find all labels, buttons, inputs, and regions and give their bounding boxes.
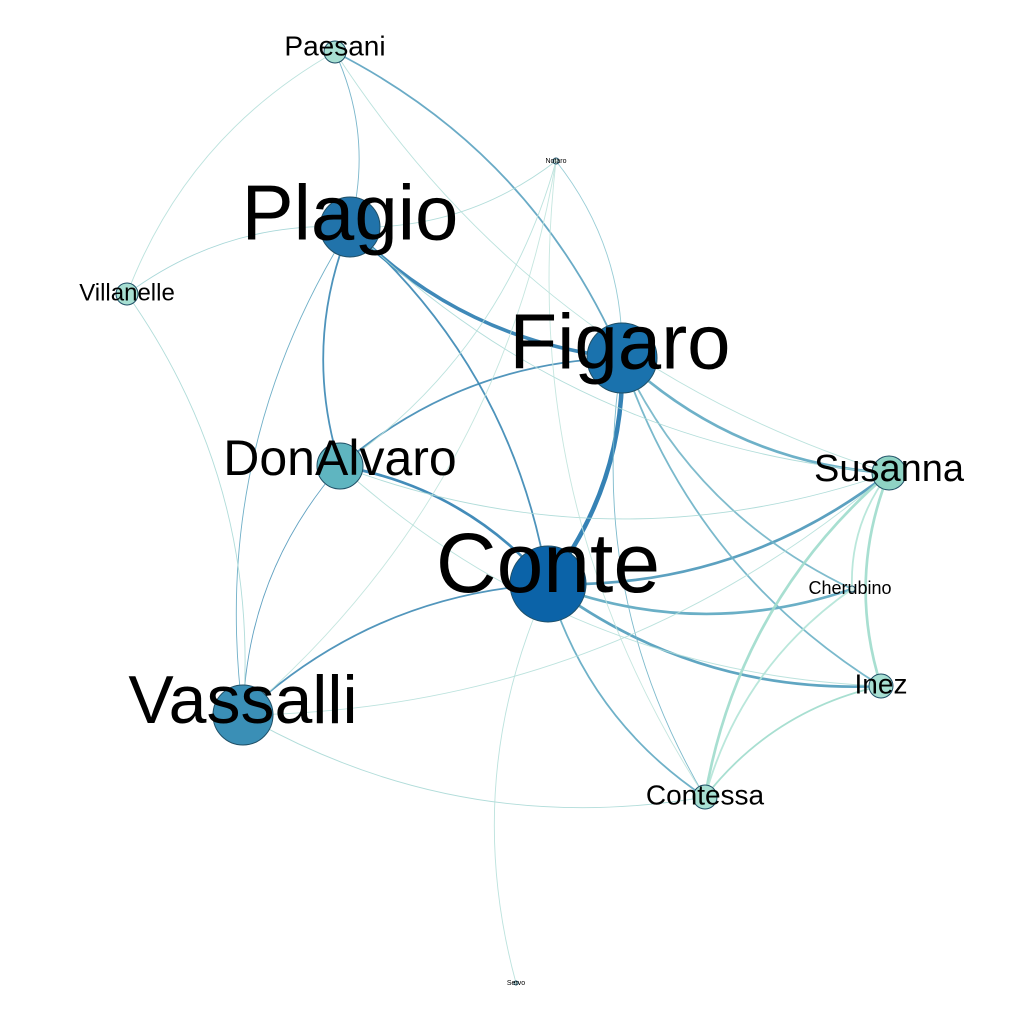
edge-donalvaro-narrator bbox=[339, 160, 557, 467]
edge-conte-servo bbox=[493, 583, 549, 984]
node-narrator[interactable]: Notaro bbox=[545, 157, 567, 165]
edge-plagio-villanelle bbox=[126, 226, 351, 295]
node-figaro[interactable]: Figaro bbox=[509, 298, 731, 394]
edge-figaro-inez bbox=[621, 357, 882, 687]
edge-inez-contessa bbox=[704, 685, 882, 798]
edge-donalvaro-susanna bbox=[339, 465, 890, 520]
node-paesani[interactable]: Paesani bbox=[284, 30, 386, 64]
node-label-servo: Servo bbox=[507, 980, 525, 987]
edge-cherubino-contessa bbox=[704, 588, 853, 798]
edge-susanna-contessa bbox=[703, 471, 890, 798]
edge-donalvaro-inez bbox=[339, 465, 882, 687]
edge-paesani-susanna bbox=[334, 51, 890, 474]
edge-conte-susanna bbox=[547, 471, 890, 586]
node-label-figaro: Figaro bbox=[509, 298, 730, 386]
node-contessa[interactable]: Contessa bbox=[646, 779, 765, 810]
edge-donalvaro-vassalli bbox=[242, 465, 341, 716]
edge-plagio-susanna bbox=[349, 226, 890, 474]
node-label-inez: Inez bbox=[855, 668, 908, 699]
node-circle-narrator[interactable] bbox=[552, 157, 560, 165]
node-servo[interactable]: Servo bbox=[507, 980, 525, 987]
edge-susanna-inez bbox=[864, 472, 891, 687]
node-circle-inez[interactable] bbox=[868, 673, 894, 699]
edge-figaro-cherubino bbox=[621, 357, 853, 590]
edge-vassalli-villanelle bbox=[126, 293, 246, 716]
node-label-cherubino: Cherubino bbox=[808, 578, 891, 598]
edge-narrator-contessa bbox=[548, 160, 706, 798]
node-plagio[interactable]: Plagio bbox=[242, 169, 459, 258]
node-label-villanelle: Villanelle bbox=[79, 279, 175, 306]
node-circle-contessa[interactable] bbox=[692, 784, 718, 810]
node-circle-vassalli[interactable] bbox=[212, 684, 274, 746]
edge-figaro-paesani bbox=[334, 51, 623, 359]
edge-paesani-villanelle bbox=[126, 51, 336, 295]
edge-vassalli-contessa bbox=[242, 714, 706, 809]
edge-conte-contessa bbox=[547, 583, 706, 798]
edge-figaro-donalvaro bbox=[339, 357, 623, 467]
node-label-donalvaro: DonAlvaro bbox=[223, 430, 456, 486]
node-circle-servo[interactable] bbox=[513, 980, 519, 986]
node-label-paesani: Paesani bbox=[284, 30, 385, 61]
node-circle-plagio[interactable] bbox=[319, 196, 381, 258]
node-susanna[interactable]: Susanna bbox=[814, 448, 965, 491]
edge-plagio-vassalli bbox=[235, 226, 351, 716]
node-label-narrator: Notaro bbox=[545, 158, 566, 165]
edge-figaro-contessa bbox=[612, 357, 706, 798]
node-label-plagio: Plagio bbox=[242, 169, 459, 257]
edge-conte-cherubino bbox=[547, 582, 853, 616]
node-inez[interactable]: Inez bbox=[855, 668, 908, 699]
node-label-susanna: Susanna bbox=[814, 448, 965, 490]
node-circle-donalvaro[interactable] bbox=[316, 442, 364, 490]
edge-vassalli-susanna bbox=[242, 472, 890, 716]
node-circle-paesani[interactable] bbox=[323, 40, 347, 64]
edge-conte-inez bbox=[547, 582, 882, 688]
node-label-contessa: Contessa bbox=[646, 779, 765, 810]
node-vassalli[interactable]: Vassalli bbox=[128, 662, 358, 746]
node-circle-susanna[interactable] bbox=[871, 455, 907, 491]
edge-conte-vassalli bbox=[242, 583, 549, 716]
node-label-conte: Conte bbox=[436, 516, 660, 610]
edge-conte-plagio bbox=[349, 226, 549, 585]
node-circle-figaro[interactable] bbox=[586, 322, 658, 394]
node-conte[interactable]: Conte bbox=[436, 516, 660, 623]
nodes-layer: Paesani Plagio Notaro Villanelle Figaro DonAl… bbox=[79, 30, 965, 986]
node-circle-cherubino[interactable] bbox=[848, 585, 856, 593]
node-label-vassalli: Vassalli bbox=[128, 662, 357, 738]
node-villanelle[interactable]: Villanelle bbox=[79, 279, 175, 306]
node-cherubino[interactable]: Cherubino bbox=[808, 578, 891, 598]
node-circle-villanelle[interactable] bbox=[115, 282, 139, 306]
node-circle-conte[interactable] bbox=[509, 545, 587, 623]
node-donalvaro[interactable]: DonAlvaro bbox=[223, 430, 457, 490]
edge-vassalli-narrator bbox=[242, 160, 557, 716]
edge-plagio-donalvaro bbox=[322, 226, 351, 467]
